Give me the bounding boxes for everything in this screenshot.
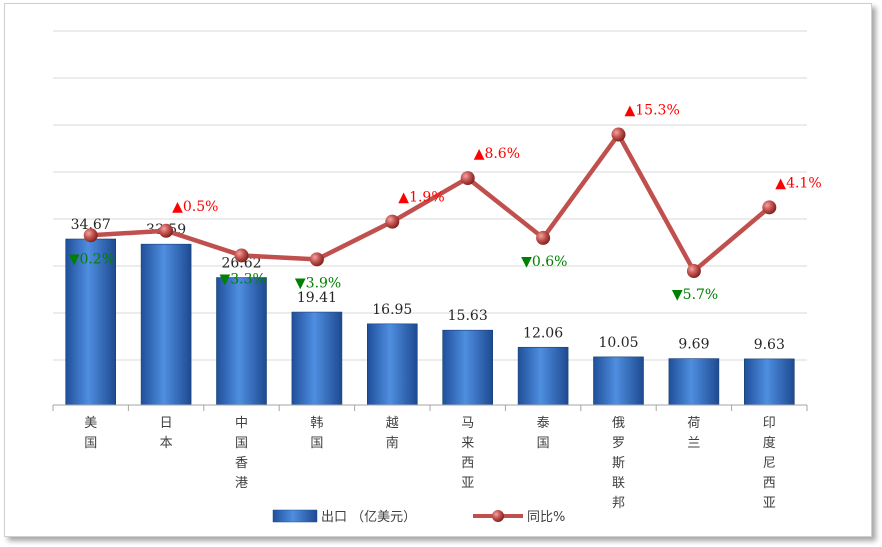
line-point	[686, 264, 701, 279]
line-series	[83, 127, 777, 279]
line-value-label: ▲0.5%	[172, 199, 218, 215]
line-value-label: ▼0.2%	[69, 251, 115, 267]
category-label: 美国	[84, 416, 97, 451]
bar-value-label: 16.95	[372, 302, 412, 318]
legend-bar-swatch	[272, 509, 318, 523]
bar-value-label: 34.67	[71, 217, 111, 233]
bar-value-label: 10.05	[598, 335, 638, 351]
bar	[517, 346, 569, 406]
bar-value-label: 9.69	[678, 337, 709, 353]
line-point	[460, 171, 475, 186]
bar-value-label: 12.06	[523, 325, 563, 341]
line-point	[159, 223, 174, 238]
line-point	[762, 200, 777, 215]
bar	[593, 356, 644, 406]
line-value-label: ▼0.6%	[521, 254, 567, 270]
legend: 出口 （亿美元） 同比%	[272, 509, 565, 525]
legend-bar-label: 出口 （亿美元）	[321, 510, 416, 525]
bar-value-labels: 34.6733.5926.6219.4116.9515.6312.0610.05…	[71, 217, 785, 353]
bar-series	[65, 238, 795, 406]
line-point	[536, 230, 551, 245]
line-point	[611, 127, 626, 142]
line-value-label: ▼5.7%	[672, 287, 718, 303]
bar	[366, 323, 418, 406]
x-axis	[52, 404, 808, 411]
chart-frame: 34.6733.5926.6219.4116.9515.6312.0610.05…	[4, 3, 872, 537]
line-value-label: ▲15.3%	[625, 103, 680, 119]
category-label: 荷兰	[687, 416, 700, 451]
bar	[65, 238, 117, 406]
line-value-labels: ▼0.2% ▲0.5% ▼3.3% ▼3.9% ▲1.9% ▲8.6% ▼0.6% ▲15.3…	[69, 103, 822, 303]
line-value-label: ▲1.9%	[398, 190, 444, 206]
bar	[140, 243, 192, 406]
line-value-label: ▼3.3%	[220, 271, 266, 287]
line-point	[83, 228, 98, 243]
category-label: 印度尼西亚	[763, 416, 776, 511]
bar	[442, 329, 494, 406]
legend-line-label: 同比%	[527, 510, 565, 525]
bar	[291, 311, 343, 406]
category-label: 马来西亚	[461, 416, 474, 491]
bar	[668, 358, 720, 406]
line-point	[309, 252, 324, 267]
line-value-label: ▲8.6%	[474, 146, 520, 162]
bar-value-label: 26.62	[221, 256, 261, 272]
category-label: 泰国	[537, 416, 550, 451]
line-value-label: ▼3.9%	[295, 275, 341, 291]
bar-value-label: 9.63	[754, 337, 785, 353]
chart: 34.6733.5926.6219.4116.9515.6312.0610.05…	[52, 30, 822, 525]
bar	[216, 277, 267, 406]
category-label: 俄罗斯联邦	[612, 416, 625, 511]
line-path	[90, 132, 771, 274]
category-labels: 美国 日本 中国香港 韩国 越南 马来西亚 泰国 俄罗斯联邦 荷兰 印度尼西亚	[84, 416, 776, 511]
bar-value-label: 15.63	[448, 308, 488, 324]
legend-line-marker	[492, 510, 504, 522]
category-label: 韩国	[310, 416, 323, 451]
category-label: 日本	[160, 416, 173, 451]
bar	[743, 358, 795, 406]
line-point	[385, 214, 400, 229]
category-label: 越南	[386, 416, 399, 451]
category-label: 中国香港	[235, 416, 248, 491]
bar-value-label: 19.41	[297, 290, 337, 306]
line-value-label: ▲4.1%	[775, 175, 821, 191]
line-point	[234, 248, 249, 263]
